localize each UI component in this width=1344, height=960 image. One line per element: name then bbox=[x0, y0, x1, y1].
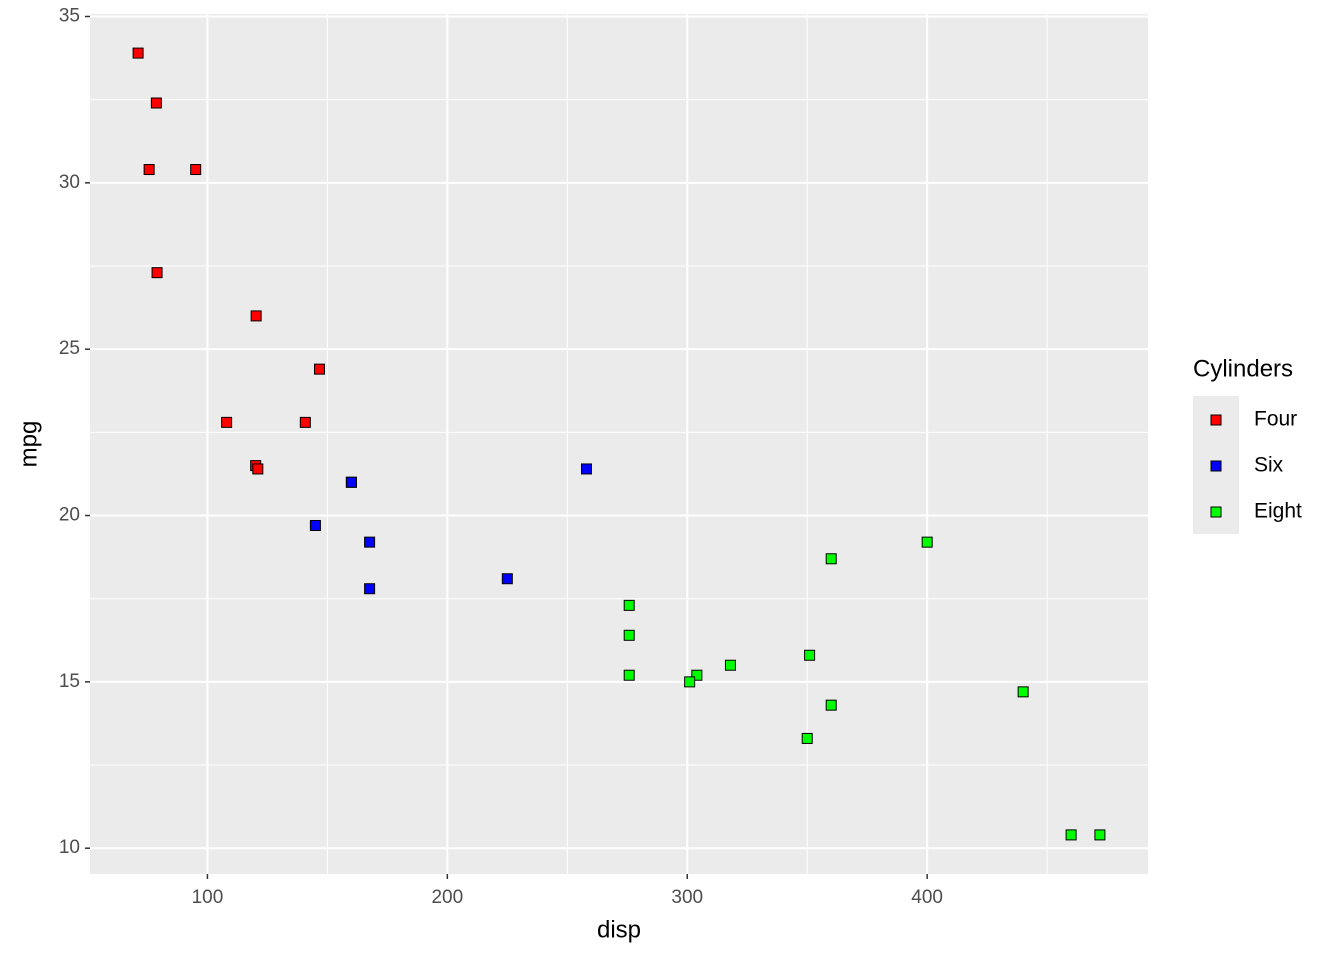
legend-label: Six bbox=[1254, 454, 1284, 477]
point bbox=[221, 416, 233, 428]
point bbox=[623, 599, 635, 611]
point bbox=[804, 649, 816, 661]
point bbox=[364, 583, 376, 595]
legend-label: Four bbox=[1254, 408, 1297, 431]
y-tick-label: 15 bbox=[59, 671, 80, 692]
legend-key bbox=[1210, 506, 1222, 518]
x-tick-label: 300 bbox=[671, 887, 703, 908]
x-tick-label: 100 bbox=[192, 887, 224, 908]
y-tick-label: 25 bbox=[59, 338, 80, 359]
legend-key bbox=[1210, 414, 1222, 426]
point bbox=[580, 463, 592, 475]
point bbox=[151, 267, 163, 279]
point bbox=[250, 310, 262, 322]
x-axis-title: disp bbox=[597, 916, 641, 943]
legend-label: Eight bbox=[1254, 500, 1302, 523]
point bbox=[1065, 829, 1077, 841]
point bbox=[921, 536, 933, 548]
y-tick-label: 30 bbox=[59, 172, 80, 193]
point bbox=[190, 164, 202, 176]
point bbox=[623, 629, 635, 641]
point bbox=[299, 416, 311, 428]
y-tick-label: 20 bbox=[59, 505, 80, 526]
point bbox=[691, 669, 703, 681]
point bbox=[684, 676, 696, 688]
y-axis-title: mpg bbox=[15, 421, 42, 468]
point bbox=[313, 363, 325, 375]
point bbox=[501, 573, 513, 585]
point bbox=[252, 463, 264, 475]
point bbox=[1017, 686, 1029, 698]
y-tick-label: 35 bbox=[59, 6, 80, 27]
y-tick-label: 10 bbox=[59, 837, 80, 858]
point bbox=[150, 97, 162, 109]
point bbox=[345, 476, 357, 488]
point bbox=[801, 732, 813, 744]
x-tick-label: 400 bbox=[911, 887, 943, 908]
point bbox=[132, 47, 144, 59]
legend-key bbox=[1210, 460, 1222, 472]
point bbox=[724, 659, 736, 671]
legend-title: Cylinders bbox=[1193, 355, 1293, 382]
point bbox=[364, 536, 376, 548]
point bbox=[309, 520, 321, 532]
point bbox=[143, 164, 155, 176]
point bbox=[623, 669, 635, 681]
point bbox=[825, 553, 837, 565]
x-tick-label: 200 bbox=[431, 887, 463, 908]
point bbox=[1094, 829, 1106, 841]
panel bbox=[90, 14, 1148, 874]
point bbox=[825, 699, 837, 711]
